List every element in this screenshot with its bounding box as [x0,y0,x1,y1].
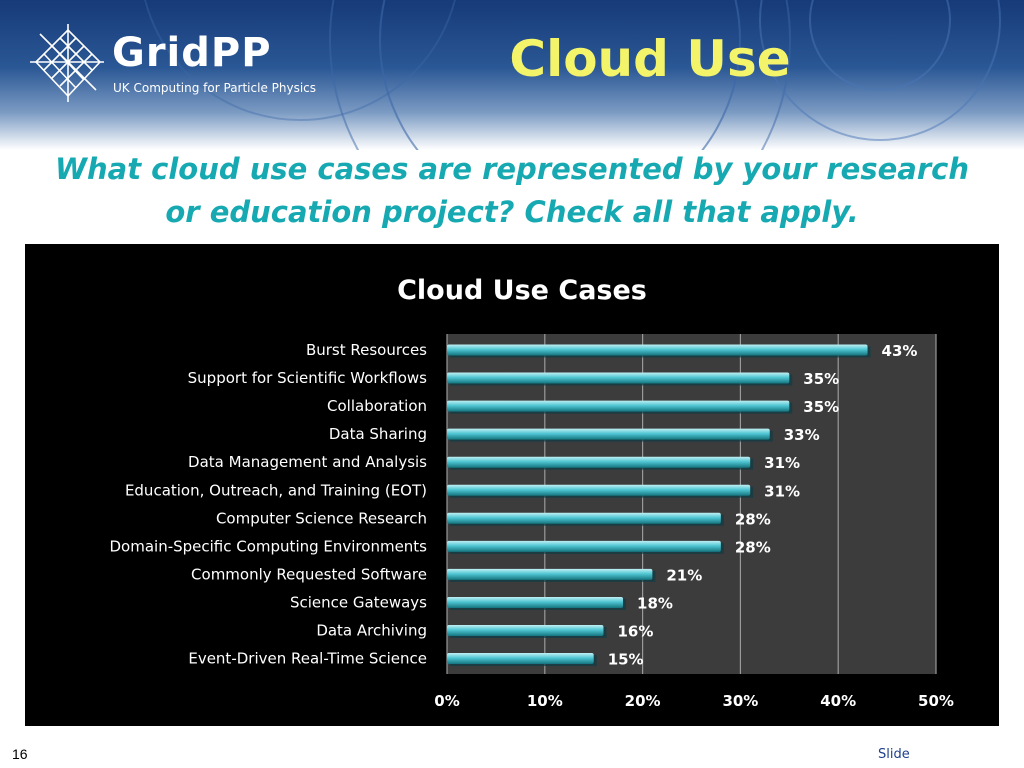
gridpp-logo-icon [30,24,104,102]
bar [447,428,770,440]
x-tick-label: 30% [722,692,758,710]
chart-panel: Cloud Use Cases Burst Resources 43% Suppor… [25,244,999,726]
bar [447,625,604,636]
plot-area [447,334,936,674]
category-label: Education, Outreach, and Training (EOT) [125,481,427,499]
data-label: 31% [764,454,800,472]
slide-number: 16 [12,746,28,762]
data-label: 18% [637,594,673,612]
logo-name: GridPP [112,30,272,76]
survey-question: What cloud use cases are represented by … [55,152,969,229]
data-label: 28% [735,510,771,528]
logo-tagline: UK Computing for Particle Physics [113,81,317,95]
data-label: 43% [882,342,918,360]
footer-label: Slide [878,747,910,762]
bar-chart: Cloud Use Cases Burst Resources 43% Suppor… [110,275,954,710]
x-tick-label: 50% [918,692,954,710]
bar [447,596,624,608]
bar [447,512,721,524]
bar [447,484,751,496]
bar [447,344,868,356]
x-tick-label: 0% [434,692,459,710]
data-label: 35% [803,370,839,388]
category-label: Data Archiving [316,622,427,640]
slide-header: GridPP UK Computing for Particle Physics… [0,0,1024,150]
category-label: Domain-Specific Computing Environments [110,537,428,555]
data-label: 31% [764,482,800,500]
data-label: 28% [735,538,771,556]
category-label: Collaboration [327,397,427,415]
bar [447,653,594,665]
category-label: Computer Science Research [216,509,427,527]
x-tick-label: 10% [527,692,563,710]
header-background-graphic [144,0,1001,150]
category-label: Burst Resources [306,341,427,359]
data-label: 15% [608,651,644,669]
x-tick-label: 20% [625,692,661,710]
bar [447,540,721,552]
category-label: Science Gateways [290,593,427,611]
chart-title: Cloud Use Cases [397,275,647,306]
category-label: Support for Scientific Workflows [188,369,428,387]
data-label: 21% [666,566,702,584]
data-label: 35% [803,398,839,416]
bar [447,456,751,468]
bar [447,568,653,580]
category-label: Data Sharing [329,425,427,443]
slide-title: Cloud Use [509,30,791,88]
data-label: 33% [784,426,820,444]
bar [447,400,790,412]
data-label: 16% [617,623,653,641]
x-tick-label: 40% [820,692,856,710]
category-label: Data Management and Analysis [188,453,427,471]
category-label: Event-Driven Real-Time Science [188,650,427,668]
category-label: Commonly Requested Software [191,565,427,583]
bar [447,372,790,384]
